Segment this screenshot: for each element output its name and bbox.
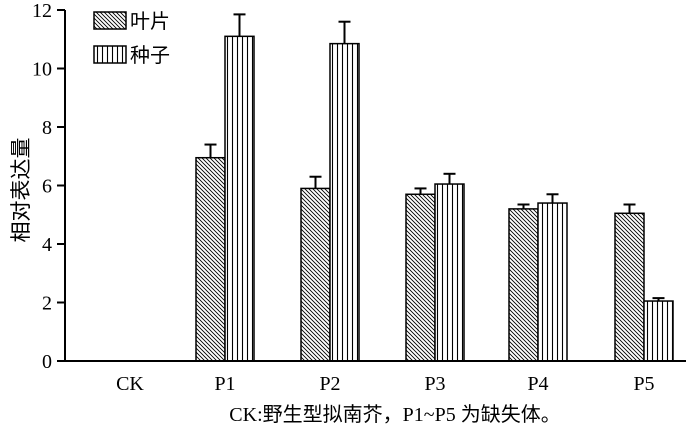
bar-leaf-P4: [508, 208, 539, 362]
y-tick-label: 2: [42, 293, 52, 315]
x-tick-label: CK: [116, 373, 144, 395]
x-tick-label: P3: [424, 373, 445, 395]
bar-leaf-P3: [405, 193, 436, 362]
y-tick-label: 0: [42, 351, 52, 373]
bar-seed-P1: [224, 35, 255, 362]
y-tick-label: 12: [32, 0, 52, 22]
bar-seed-P5: [643, 300, 674, 362]
legend-label-leaf: 叶片: [130, 10, 170, 33]
y-tick-label: 4: [42, 234, 52, 256]
bar-seed-P3: [434, 183, 465, 362]
x-axis-label: CK:野生型拟南芥，P1~P5 为缺失体。: [229, 403, 560, 426]
y-axis-label: 相对表达量: [9, 138, 33, 243]
bar-leaf-P5: [614, 212, 645, 362]
legend: 叶片 种子: [93, 10, 170, 67]
x-tick-label: P2: [319, 373, 340, 395]
bar-seed-P2: [329, 42, 360, 362]
x-tick-label: P5: [633, 373, 654, 395]
y-tick-label: 8: [42, 117, 52, 139]
legend-label-seed: 种子: [130, 44, 170, 67]
bar-leaf-P1: [195, 156, 226, 362]
bar-leaf-P2: [300, 187, 331, 362]
y-tick-label: 6: [42, 176, 52, 198]
bar-seed-P4: [537, 202, 568, 362]
legend-swatch-seed: [93, 45, 127, 64]
x-tick-label: P1: [214, 373, 235, 395]
y-tick-label: 10: [32, 59, 52, 81]
x-tick-label: P4: [527, 373, 548, 395]
legend-swatch-leaf: [93, 11, 127, 30]
